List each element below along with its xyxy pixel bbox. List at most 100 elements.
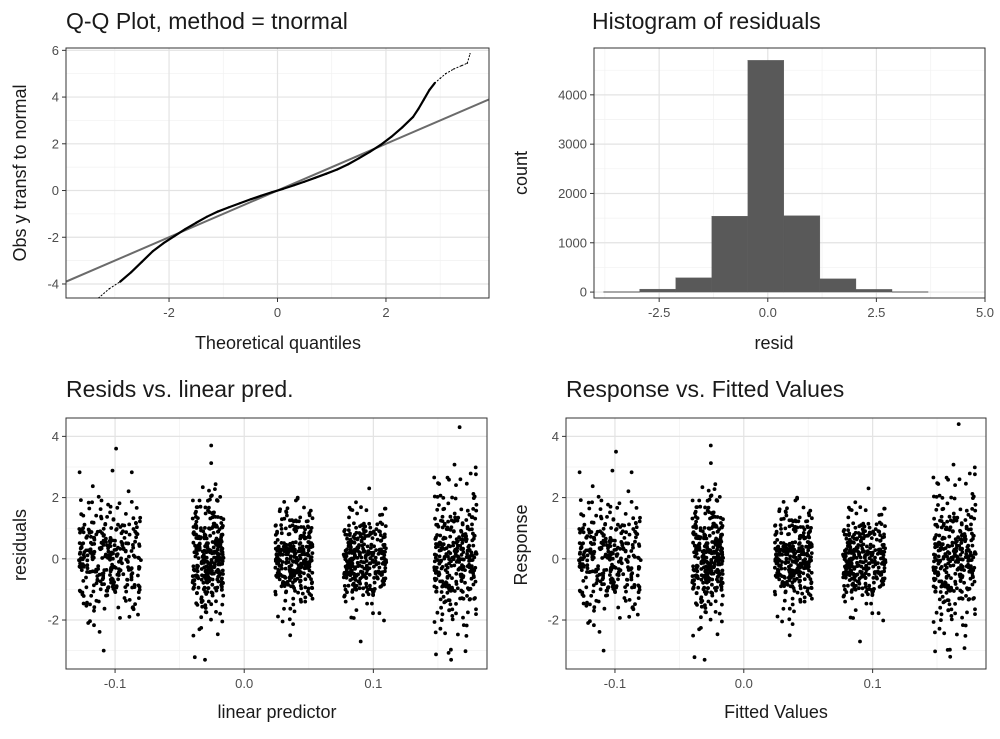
x-tick-label: 5.0 <box>976 305 994 320</box>
scatter-point <box>96 494 101 499</box>
scatter-point <box>692 532 696 537</box>
scatter-point <box>951 511 956 516</box>
scatter-point <box>594 513 599 518</box>
scatter-point <box>795 590 800 595</box>
scatter-point <box>191 585 196 590</box>
scatter-point <box>191 567 196 572</box>
qq-sample-segment <box>173 227 187 238</box>
scatter-point <box>355 511 359 516</box>
scatter-point <box>77 588 82 593</box>
scatter-point <box>356 572 360 577</box>
scatter-point <box>809 558 813 563</box>
scatter-point <box>579 512 583 517</box>
scatter-point <box>696 556 701 560</box>
scatter-point <box>291 596 296 601</box>
scatter-point <box>793 498 798 503</box>
scatter-point <box>80 557 85 562</box>
scatter-point <box>693 514 698 519</box>
scatter-point <box>131 545 136 550</box>
scatter-point <box>700 555 705 559</box>
y-tick-label: -2 <box>47 613 59 628</box>
scatter-point <box>699 615 703 620</box>
scatter-point <box>638 558 643 562</box>
scatter-point <box>692 574 697 578</box>
scatter-point <box>98 529 103 534</box>
scatter-point <box>197 541 202 546</box>
scatter-point <box>359 539 364 544</box>
scatter-point <box>937 540 941 545</box>
scatter-point <box>805 525 810 530</box>
scatter-point <box>705 567 710 572</box>
scatter-point <box>214 610 218 614</box>
scatter-point <box>437 503 441 507</box>
scatter-point <box>295 568 300 572</box>
scatter-point <box>863 576 868 580</box>
scatter-point <box>120 543 125 548</box>
scatter-point <box>370 589 375 594</box>
histogram-ylabel: count <box>511 151 531 195</box>
scatter-point <box>448 602 453 607</box>
scatter-point <box>302 571 306 576</box>
scatter-point <box>937 597 942 602</box>
scatter-point <box>355 537 360 542</box>
scatter-point <box>279 531 284 536</box>
scatter-point <box>131 516 136 521</box>
scatter-point <box>883 524 887 528</box>
scatter-point <box>631 553 636 558</box>
scatter-point <box>960 550 965 554</box>
scatter-point <box>954 518 959 523</box>
scatter-point <box>202 586 207 591</box>
scatter-point <box>577 552 582 556</box>
scatter-point <box>789 545 794 550</box>
scatter-point <box>375 522 380 527</box>
scatter-point <box>191 498 195 503</box>
qq-sample-segment <box>434 77 441 84</box>
scatter-point <box>790 602 795 607</box>
scatter-point <box>627 614 632 619</box>
qq-sample-segment <box>162 234 176 245</box>
scatter-point <box>456 515 461 520</box>
scatter-point <box>130 571 135 576</box>
scatter-point <box>108 557 112 562</box>
scatter-point <box>306 586 311 591</box>
scatter-point <box>114 527 119 531</box>
scatter-point <box>939 545 944 550</box>
scatter-point <box>129 577 134 582</box>
scatter-point <box>92 542 97 546</box>
scatter-point <box>221 593 226 598</box>
scatter-point <box>718 537 723 542</box>
scatter-point <box>438 493 443 498</box>
scatter-point <box>806 534 811 538</box>
scatter-point <box>106 502 110 507</box>
scatter-point <box>936 570 940 575</box>
scatter-point <box>795 495 799 500</box>
scatter-point <box>343 599 348 604</box>
scatter-point <box>280 552 285 557</box>
scatter-point <box>934 495 939 499</box>
scatter-point <box>699 626 703 630</box>
scatter-point <box>202 557 207 562</box>
y-tick-label: 4 <box>52 429 59 444</box>
scatter-point <box>955 539 959 544</box>
scatter-point <box>854 537 859 542</box>
scatter-point <box>207 488 211 493</box>
scatter-point <box>137 587 142 592</box>
scatter-point <box>79 512 84 517</box>
scatter-point <box>706 505 711 510</box>
scatter-point <box>788 556 792 561</box>
scatter-point <box>437 561 442 566</box>
scatter-point <box>775 538 780 542</box>
scatter-point <box>211 531 216 535</box>
scatter-point <box>703 606 708 610</box>
scatter-point <box>434 545 438 550</box>
scatter-point <box>85 558 90 563</box>
scatter-point <box>800 591 805 596</box>
scatter-point <box>291 572 295 577</box>
scatter-point <box>203 603 208 608</box>
scatter-point <box>85 570 89 574</box>
scatter-point <box>213 586 218 590</box>
scatter-point <box>461 550 466 554</box>
scatter-point <box>844 590 849 595</box>
scatter-point <box>452 511 457 516</box>
